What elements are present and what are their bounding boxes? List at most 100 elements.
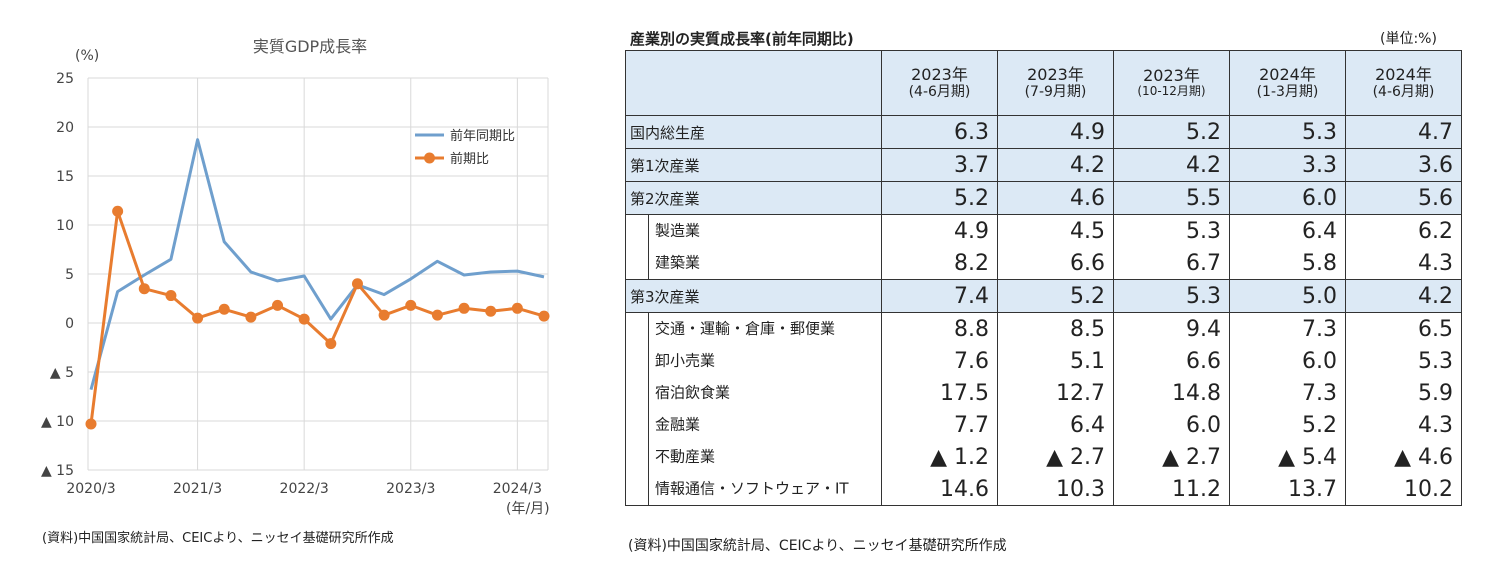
data-point — [138, 283, 150, 295]
indent-marker — [626, 313, 649, 345]
legend-label: 前期比 — [450, 151, 489, 167]
row-label: 建築業 — [625, 247, 882, 280]
table-row: 不動産業 ▲ 1.2 ▲ 2.7 ▲ 2.7 ▲ 5.4 ▲ 4.6 — [625, 441, 1462, 473]
table-cell: ▲ 2.7 — [1113, 441, 1230, 473]
x-axis-unit-label: (年/月) — [506, 501, 550, 517]
indent-marker — [626, 377, 649, 409]
y-tick-label: ▲ 10 — [41, 414, 74, 430]
table-unit: (単位:%) — [1380, 31, 1437, 47]
table-row: 卸小売業 7.6 5.1 6.6 6.0 5.3 — [625, 345, 1462, 377]
row-label-text: 国内総生産 — [630, 123, 706, 142]
table-cell: ▲ 2.7 — [997, 441, 1114, 473]
table-cell: 6.2 — [1345, 214, 1462, 247]
table-cell: 7.3 — [1229, 312, 1346, 345]
table-cell: 7.6 — [881, 345, 998, 377]
table-row: 第1次産業 3.7 4.2 4.2 3.3 3.6 — [625, 148, 1462, 182]
table-cell: 8.2 — [881, 247, 998, 280]
data-point — [351, 278, 363, 290]
table-cell: 5.9 — [1345, 377, 1462, 409]
series-line-2 — [89, 209, 545, 425]
x-tick-label: 2022/3 — [280, 481, 329, 497]
table-cell: 6.5 — [1345, 312, 1462, 345]
table-row: 製造業 4.9 4.5 5.3 6.4 6.2 — [625, 214, 1462, 247]
row-label-text: 卸小売業 — [655, 351, 716, 370]
y-tick-label: 20 — [56, 120, 74, 136]
column-header: 2023年 (10-12月期) — [1113, 50, 1230, 116]
x-tick-label: 2024/3 — [493, 481, 542, 497]
table-cell: 6.4 — [1229, 214, 1346, 247]
indent-marker — [626, 473, 649, 505]
data-point — [431, 309, 443, 321]
table-source-note: (資料)中国国家統計局、CEICより、ニッセイ基礎研究所作成 — [628, 538, 1007, 554]
table-row: 情報通信・ソフトウェア・IT 14.6 10.3 11.2 13.7 10.2 — [625, 473, 1462, 506]
table-cell: 6.3 — [881, 115, 998, 149]
table-cell: 5.2 — [1113, 115, 1230, 149]
table-cell: 5.1 — [997, 345, 1114, 377]
table-cell: 5.2 — [997, 279, 1114, 313]
column-header: 2023年 (4-6月期) — [881, 50, 998, 116]
series-line-1 — [89, 138, 545, 390]
table-cell: 5.3 — [1229, 115, 1346, 149]
table-row: 宿泊飲食業 17.5 12.7 14.8 7.3 5.9 — [625, 377, 1462, 409]
row-label: 第2次産業 — [625, 181, 882, 215]
row-label: 第1次産業 — [625, 148, 882, 182]
row-label-text: 第3次産業 — [630, 287, 700, 306]
x-tick-label: 2023/3 — [386, 481, 435, 497]
table-cell: 4.2 — [1113, 148, 1230, 182]
row-label: 国内総生産 — [625, 115, 882, 149]
table-cell: 8.8 — [881, 312, 998, 345]
x-tick-label: 2021/3 — [173, 481, 222, 497]
y-tick-label: ▲ 15 — [41, 463, 74, 479]
y-tick-label: 10 — [56, 218, 74, 234]
data-point — [85, 418, 97, 430]
data-point — [485, 305, 497, 317]
table-cell: 11.2 — [1113, 473, 1230, 506]
y-axis-unit-label: (%) — [75, 48, 99, 64]
table-cell: 3.6 — [1345, 148, 1462, 182]
y-tick-label: ▲ 5 — [50, 365, 74, 381]
gdp-growth-chart: 実質GDP成長率 (%) (年/月) 25 20 15 10 5 0 ▲ 5 ▲ 10 ▲ 15… — [41, 37, 550, 517]
table-cell: 17.5 — [881, 377, 998, 409]
row-label-text: 建築業 — [655, 253, 701, 272]
table-cell: 6.6 — [1113, 345, 1230, 377]
row-label-text: 金融業 — [655, 415, 701, 434]
table-cell: 4.2 — [1345, 279, 1462, 313]
table-cell: ▲ 5.4 — [1229, 441, 1346, 473]
data-point — [112, 205, 124, 217]
header-corner — [625, 50, 882, 116]
table-cell: 5.8 — [1229, 247, 1346, 280]
table-row: 金融業 7.7 6.4 6.0 5.2 4.3 — [625, 409, 1462, 441]
table-cell: 3.3 — [1229, 148, 1346, 182]
row-label-text: 宿泊飲食業 — [655, 383, 731, 402]
table-cell: 14.6 — [881, 473, 998, 506]
indent-marker — [626, 247, 649, 279]
y-axis-ticks: 25 20 15 10 5 0 ▲ 5 ▲ 10 ▲ 15 — [41, 71, 74, 479]
table-cell: 4.2 — [997, 148, 1114, 182]
legend-label: 前年同期比 — [450, 128, 515, 144]
table-cell: 5.5 — [1113, 181, 1230, 215]
table-cell: 13.7 — [1229, 473, 1346, 506]
table-cell: 6.0 — [1229, 181, 1346, 215]
y-tick-label: 5 — [65, 267, 74, 283]
data-point — [378, 309, 390, 321]
table-cell: 5.0 — [1229, 279, 1346, 313]
table-cell: 7.3 — [1229, 377, 1346, 409]
indent-marker — [626, 441, 649, 473]
data-point — [538, 310, 550, 322]
table-title: 産業別の実質成長率(前年同期比) — [630, 30, 854, 48]
table-cell: 6.0 — [1229, 345, 1346, 377]
table-cell: 10.3 — [997, 473, 1114, 506]
table-row: 交通・運輸・倉庫・郵便業 8.8 8.5 9.4 7.3 6.5 — [625, 312, 1462, 345]
row-label: 卸小売業 — [625, 345, 882, 377]
table-cell: 4.5 — [997, 214, 1114, 247]
table-cell: 3.7 — [881, 148, 998, 182]
y-tick-label: 25 — [56, 71, 74, 87]
table-cell: 4.9 — [881, 214, 998, 247]
row-label: 情報通信・ソフトウェア・IT — [625, 473, 882, 506]
y-tick-label: 0 — [65, 316, 74, 332]
table-cell: 7.4 — [881, 279, 998, 313]
table-cell: 8.5 — [997, 312, 1114, 345]
row-label: 金融業 — [625, 409, 882, 441]
row-label: 不動産業 — [625, 441, 882, 473]
table-row: 建築業 8.2 6.6 6.7 5.8 4.3 — [625, 247, 1462, 280]
